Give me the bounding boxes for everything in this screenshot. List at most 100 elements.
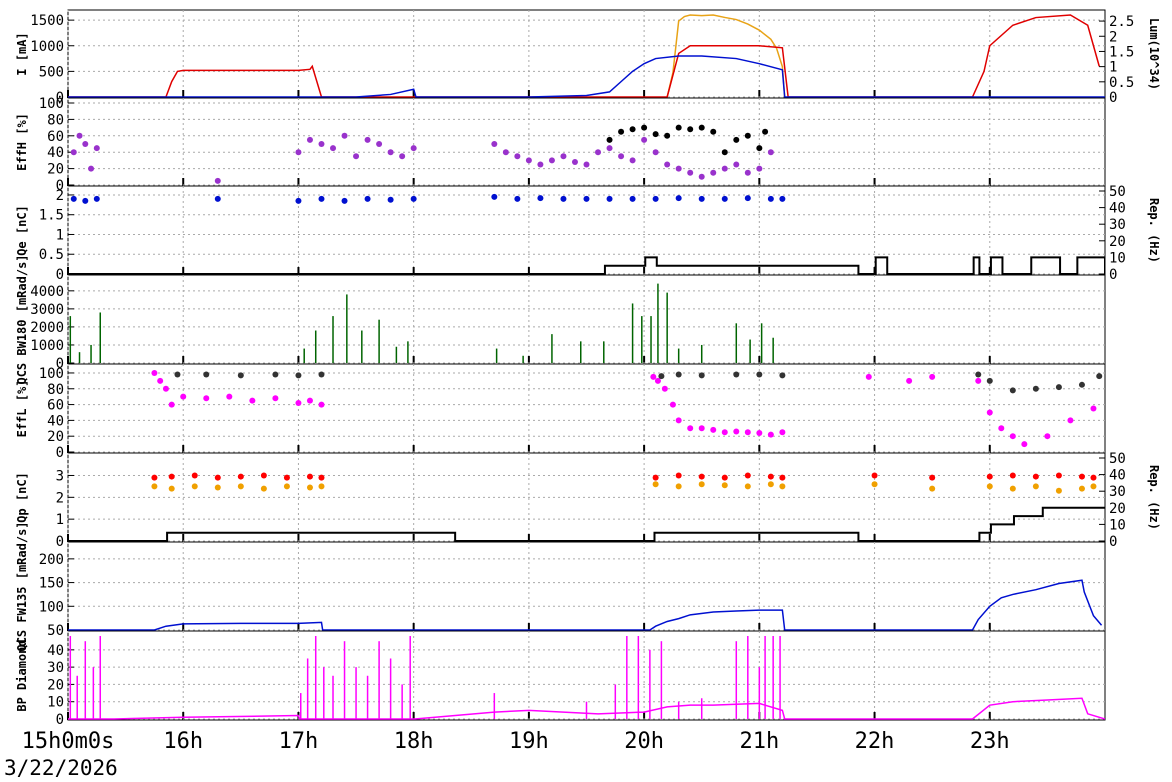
series-qcs_bw-0 [69,283,774,363]
data-point [744,483,751,490]
data-point [929,485,936,492]
series-bp-0 [69,636,781,719]
data-point [606,136,613,143]
data-point [721,474,728,481]
series-current-1 [68,14,1100,98]
data-point [664,132,671,139]
y-tick-label: 4000 [30,284,64,300]
data-point [306,397,313,404]
y-tick-label: 0 [56,712,64,728]
data-point [93,195,100,202]
y-tick-label: 100 [39,96,64,112]
data-point [1021,441,1028,448]
x-tick-label: 16h [163,729,203,754]
data-point [214,474,221,481]
data-point [675,124,682,131]
series-group [69,283,774,363]
series-qp-2 [68,506,1105,542]
series-current-0 [666,14,786,98]
y-right-tick-label: 0 [1109,267,1117,283]
y-tick-label: 20 [47,677,64,693]
y-tick-label: 150 [39,576,64,592]
data-point [654,377,661,384]
data-point [1032,473,1039,480]
data-point [675,472,682,479]
data-point [272,395,279,402]
y-tick-label: 2 [56,188,64,204]
y-tick-label: 60 [47,129,64,145]
y-tick-label: 0 [56,90,64,106]
x-tick-label: 21h [739,729,779,754]
data-point [318,483,325,490]
y-tick-label: 50 [47,623,64,639]
data-point [283,483,290,490]
data-point [214,177,221,184]
data-point [318,401,325,408]
data-point [767,149,774,156]
panel-current [67,9,1106,99]
data-point [1009,387,1016,394]
data-point [1090,483,1097,490]
data-point [237,372,244,379]
panel-qp [67,452,1106,543]
data-point [606,195,613,202]
data-point [410,145,417,152]
data-point [560,195,567,202]
data-point [364,195,371,202]
data-point [744,132,751,139]
data-point [82,141,89,147]
data-point [295,149,302,156]
series-group [68,193,1105,275]
data-point [865,373,872,380]
series-effl-1 [174,371,1103,394]
data-point [744,472,751,479]
data-point [537,195,544,202]
data-point [698,173,705,180]
data-point [675,483,682,490]
data-point [762,128,769,135]
y-tick-label: 0 [56,178,64,194]
data-point [260,485,267,492]
data-point [767,431,774,438]
data-point [698,372,705,379]
data-point [295,197,302,204]
y-tick-label: 30 [47,660,64,676]
data-point [1009,433,1016,440]
panel-frame [67,630,1106,721]
y-tick-label: 1.5 [39,208,64,224]
data-point [214,195,221,202]
data-point [168,473,175,480]
y-right-tick-label: 0 [1109,534,1117,550]
data-point [721,195,728,202]
data-point [652,195,659,202]
data-point [986,377,993,384]
data-point [779,474,786,481]
data-point [203,371,210,378]
data-point [306,473,313,480]
y-right-tick-label: 2.5 [1109,14,1134,30]
panel-frame [67,97,1106,187]
panel-qe [67,185,1106,276]
data-point [658,373,665,380]
data-point [237,483,244,490]
data-point [871,481,878,488]
data-point [157,377,164,384]
y-tick-label: 2 [56,490,64,506]
data-point [537,161,544,168]
data-point [491,193,498,200]
data-point [733,136,740,143]
series-current-2 [68,55,1105,98]
data-point [698,473,705,480]
data-point [260,472,267,479]
y-tick-label: 3000 [30,302,64,318]
y-tick-label: 40 [47,145,64,161]
y-tick-label: 2000 [30,320,64,336]
data-point [341,132,348,139]
data-point [318,474,325,481]
data-point [82,197,89,204]
x-tick-label: 18h [394,729,434,754]
data-point [560,153,567,160]
data-point [318,371,325,378]
panel-frame [67,274,1106,365]
